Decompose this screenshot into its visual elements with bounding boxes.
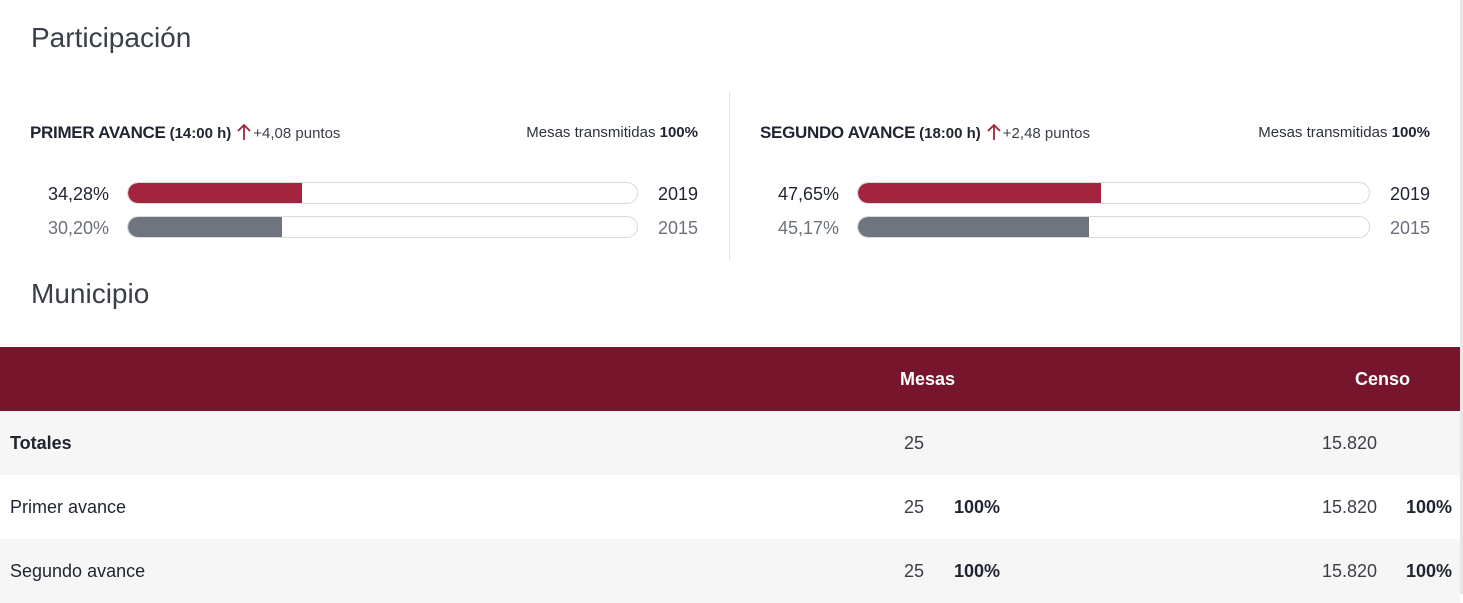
bar-year-label: 2015 <box>1389 218 1430 238</box>
table-row-totales: Totales 25 15.820 <box>0 411 1460 475</box>
censo-value: 15.820 <box>1322 561 1378 581</box>
primer-avance-title: PRIMER AVANCE <box>30 123 166 142</box>
primer-avance-panel: PRIMER AVANCE (14:00 h) +4,08 puntos Mesas… <box>30 115 698 245</box>
row-label: Totales <box>10 433 72 453</box>
segundo-avance-header: SEGUNDO AVANCE (18:00 h) +2,48 puntos Mesa… <box>760 115 1430 151</box>
mesas-transmitidas-value: 100% <box>1391 124 1430 141</box>
mesas-pct: 100% <box>954 561 1001 581</box>
scrollbar[interactable] <box>1460 0 1463 594</box>
bar-pct-label: 45,17% <box>778 218 840 238</box>
panel-divider <box>729 92 730 260</box>
column-header-censo: Censo <box>1355 369 1411 389</box>
arrow-up-icon <box>987 123 1001 146</box>
censo-value: 15.820 <box>1322 497 1378 517</box>
arrow-up-icon <box>237 123 251 146</box>
bar-pct-label: 47,65% <box>778 184 840 204</box>
table-row-segundo-avance: Segundo avance 25 100% 15.820 100% <box>0 539 1460 603</box>
bar-year-label: 2019 <box>1389 184 1430 204</box>
bar-fill <box>858 183 1102 203</box>
censo-pct: 100% <box>1406 561 1453 581</box>
mesas-transmitidas-label: Mesas transmitidas <box>1258 124 1388 141</box>
censo-pct: 100% <box>1406 497 1453 517</box>
bar-fill <box>858 217 1089 237</box>
segundo-avance-time: (18:00 h) <box>919 125 981 142</box>
participacion-title: Participación <box>31 22 192 53</box>
mesas-value: 25 <box>904 561 925 581</box>
table-row-primer-avance: Primer avance 25 100% 15.820 100% <box>0 475 1460 539</box>
bar-year-label: 2019 <box>657 184 698 204</box>
municipio-title: Municipio <box>31 278 150 309</box>
bar-fill <box>128 183 303 203</box>
primer-avance-bar-2019: 34,28% 2019 <box>30 182 698 206</box>
row-label: Primer avance <box>10 497 127 517</box>
segundo-avance-bar-2019: 47,65% 2019 <box>760 182 1430 206</box>
mesas-transmitidas-label: Mesas transmitidas <box>526 124 656 141</box>
primer-avance-time: (14:00 h) <box>169 125 232 142</box>
primer-avance-mesas: Mesas transmitidas 100% <box>526 124 698 141</box>
segundo-avance-bar-2015: 45,17% 2015 <box>760 216 1430 240</box>
mesas-transmitidas-value: 100% <box>659 124 698 141</box>
mesas-value: 25 <box>904 433 925 453</box>
segundo-avance-mesas: Mesas transmitidas 100% <box>1258 124 1430 141</box>
censo-value: 15.820 <box>1322 433 1378 453</box>
bar-pct-label: 30,20% <box>48 218 110 238</box>
primer-avance-header: PRIMER AVANCE (14:00 h) +4,08 puntos Mesas… <box>30 115 698 151</box>
mesas-pct: 100% <box>954 497 1001 517</box>
bar-fill <box>128 217 282 237</box>
segundo-avance-title: SEGUNDO AVANCE <box>760 123 916 142</box>
segundo-avance-panel: SEGUNDO AVANCE (18:00 h) +2,48 puntos Mesa… <box>760 115 1430 245</box>
column-header-mesas: Mesas <box>900 369 956 389</box>
row-label: Segundo avance <box>10 561 146 581</box>
bar-track <box>127 182 638 204</box>
bar-track <box>857 182 1370 204</box>
segundo-avance-delta: +2,48 puntos <box>1002 125 1090 142</box>
table-header: Mesas Censo <box>0 347 1460 411</box>
bar-track <box>127 216 638 238</box>
primer-avance-bar-2015: 30,20% 2015 <box>30 216 698 240</box>
bar-pct-label: 34,28% <box>48 184 110 204</box>
bar-year-label: 2015 <box>657 218 698 238</box>
mesas-value: 25 <box>904 497 925 517</box>
primer-avance-delta: +4,08 puntos <box>253 125 341 142</box>
bar-track <box>857 216 1370 238</box>
